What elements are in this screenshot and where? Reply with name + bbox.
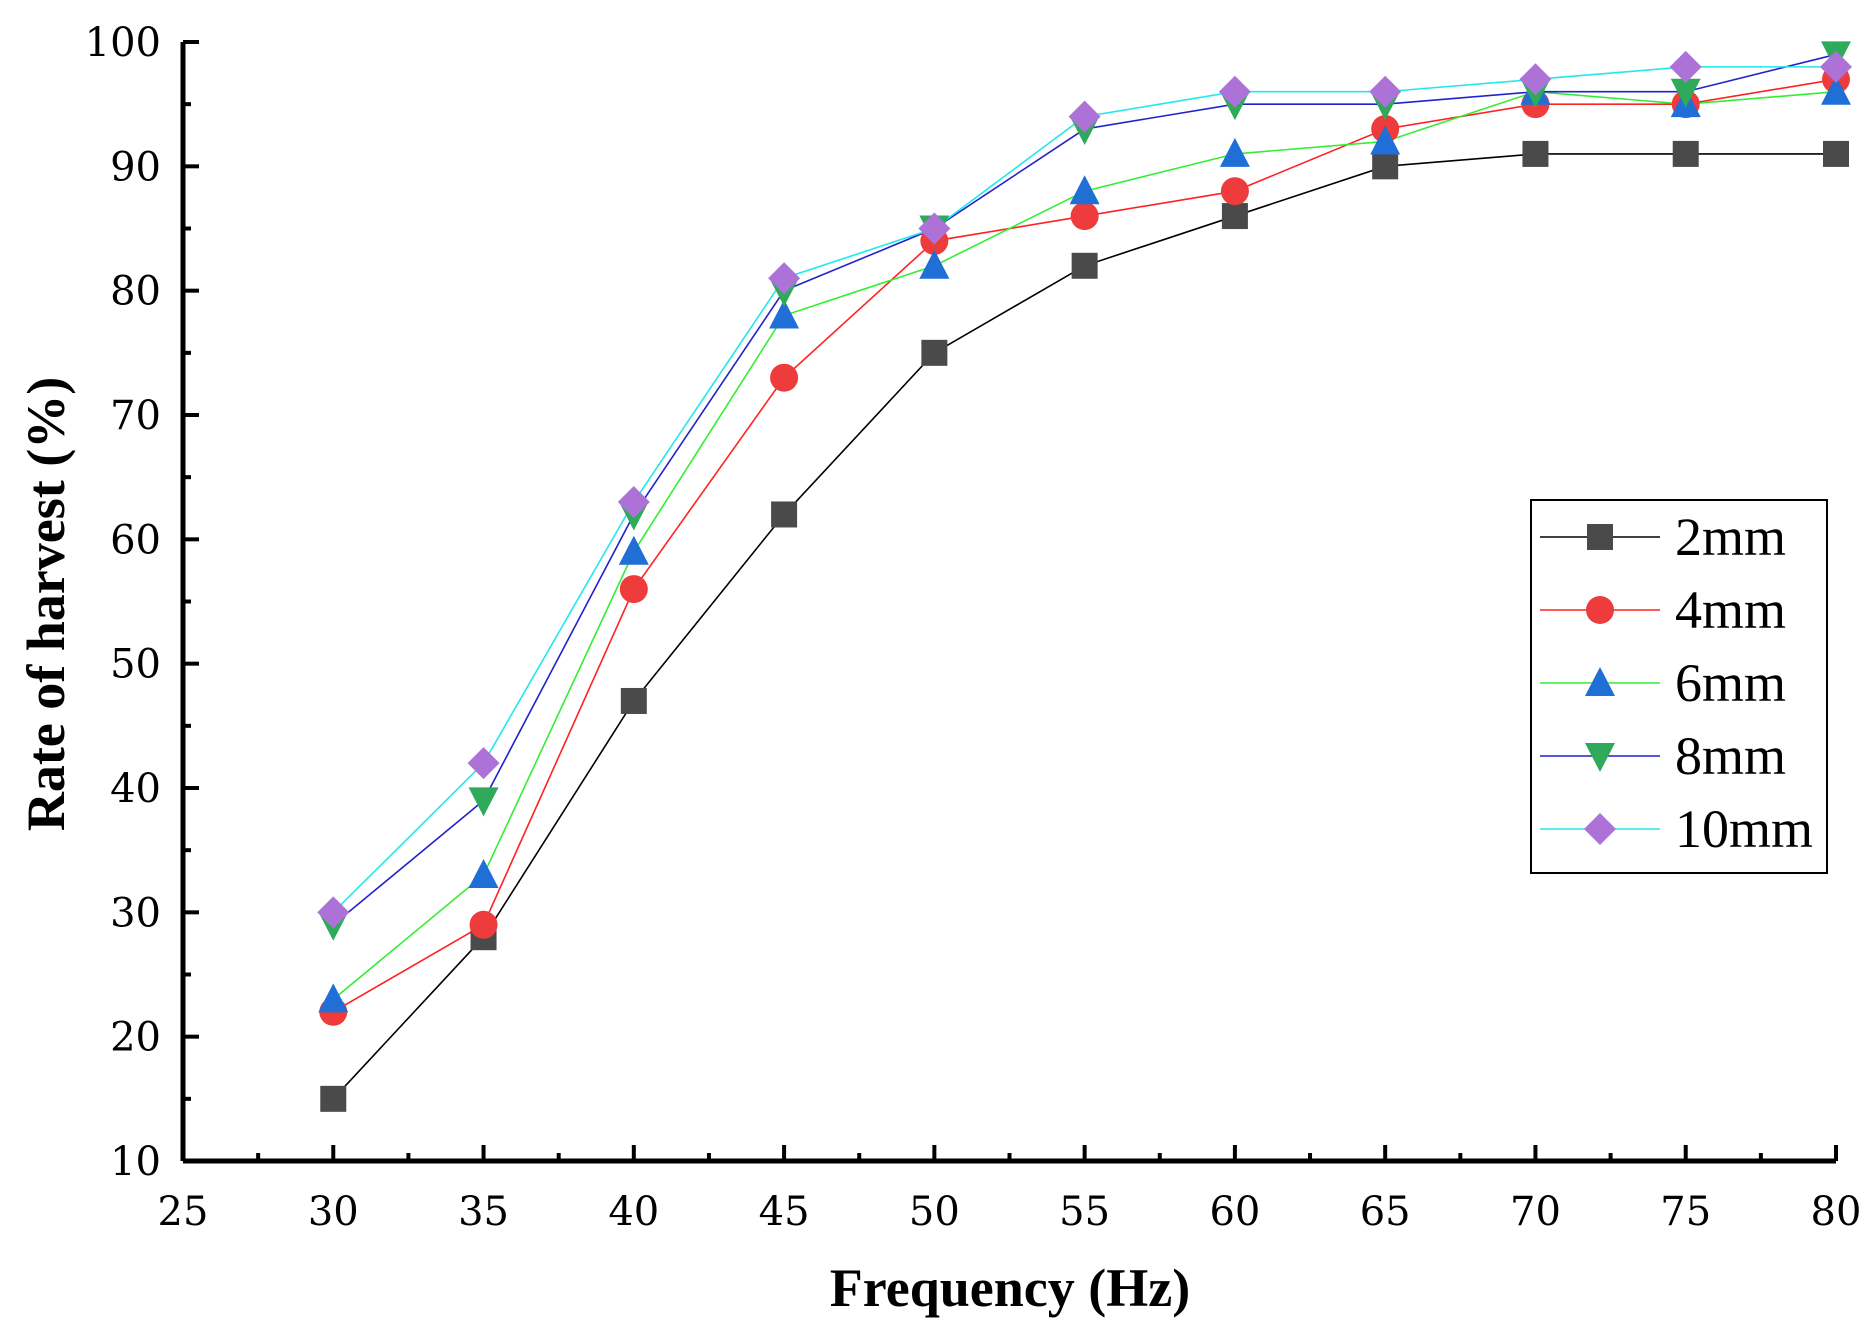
series-markers <box>317 41 1852 1112</box>
data-point-6mm <box>1219 137 1250 167</box>
data-point-2mm <box>1823 140 1849 167</box>
data-point-6mm <box>919 249 950 279</box>
legend-marker-2mm <box>1587 524 1613 550</box>
data-point-6mm <box>468 859 499 889</box>
legend-marker-4mm <box>1586 596 1614 624</box>
y-tick-label: 50 <box>110 642 161 688</box>
legend-marker-6mm <box>1585 667 1615 696</box>
data-point-10mm <box>617 486 650 519</box>
data-point-10mm <box>1519 63 1552 96</box>
data-point-2mm <box>1221 203 1248 230</box>
data-point-4mm <box>619 575 648 604</box>
y-tick-label: 10 <box>110 1139 161 1185</box>
series-markers-10mm <box>317 50 1852 929</box>
x-tick-label: 80 <box>1811 1189 1862 1235</box>
data-point-2mm <box>1672 140 1699 167</box>
data-point-2mm <box>1372 153 1399 180</box>
data-point-2mm <box>921 339 948 366</box>
data-point-10mm <box>1820 50 1852 83</box>
y-axis-title: Rate of harvest (%) <box>16 377 76 831</box>
data-point-6mm <box>318 983 349 1013</box>
x-tick-label: 30 <box>308 1189 359 1235</box>
data-point-2mm <box>1522 140 1549 167</box>
legend-marker-10mm <box>1584 813 1616 845</box>
data-point-2mm <box>320 1085 347 1112</box>
data-point-10mm <box>1068 100 1101 133</box>
data-point-10mm <box>467 747 500 780</box>
legend-label-2mm: 2mm <box>1675 507 1786 567</box>
data-point-10mm <box>317 896 350 929</box>
data-point-10mm <box>1669 50 1702 83</box>
x-tick-label: 35 <box>458 1189 509 1235</box>
data-point-2mm <box>1071 252 1098 279</box>
legend: 2mm 4mm 6mm 8mm 10mm <box>1530 499 1828 874</box>
legend-label-4mm: 4mm <box>1675 580 1786 640</box>
data-point-6mm <box>1821 75 1851 105</box>
legend-marker-8mm <box>1585 743 1615 772</box>
data-point-4mm <box>770 363 799 392</box>
y-tick-label: 40 <box>110 766 161 812</box>
data-point-10mm <box>768 262 801 295</box>
x-tick-label: 70 <box>1510 1189 1561 1235</box>
data-point-4mm <box>1220 177 1249 206</box>
y-tick-label: 80 <box>110 269 161 315</box>
data-point-2mm <box>771 501 798 528</box>
y-tick-label: 20 <box>110 1015 161 1061</box>
x-tick-label: 65 <box>1360 1189 1411 1235</box>
x-tick-label: 25 <box>158 1189 209 1235</box>
x-tick-label: 50 <box>909 1189 960 1235</box>
data-point-6mm <box>1370 125 1401 155</box>
y-tick-label: 100 <box>85 20 161 66</box>
data-point-2mm <box>620 687 647 714</box>
y-tick-label: 30 <box>110 890 161 936</box>
data-point-10mm <box>918 212 951 245</box>
data-point-6mm <box>1069 175 1100 205</box>
data-point-8mm <box>468 787 499 817</box>
y-tick-label: 70 <box>110 393 161 439</box>
x-tick-label: 75 <box>1660 1189 1711 1235</box>
x-tick-label: 55 <box>1059 1189 1110 1235</box>
series-markers-6mm <box>318 75 1851 1013</box>
x-tick-label: 60 <box>1209 1189 1260 1235</box>
axis-ticks: 25 30 35 40 45 50 55 60 65 70 75 80 10 20 30 40 50 60 70 80… <box>85 20 1862 1235</box>
y-tick-label: 90 <box>110 144 161 190</box>
data-point-10mm <box>1369 75 1402 108</box>
data-point-10mm <box>1218 75 1251 108</box>
data-point-4mm <box>1070 202 1099 231</box>
legend-label-8mm: 8mm <box>1675 726 1786 786</box>
x-axis-title: Frequency (Hz) <box>830 1258 1190 1318</box>
data-point-6mm <box>769 299 800 329</box>
data-point-8mm <box>1670 78 1701 108</box>
legend-label-6mm: 6mm <box>1675 653 1786 713</box>
x-tick-label: 40 <box>608 1189 659 1235</box>
data-point-4mm <box>469 910 498 939</box>
x-tick-label: 45 <box>759 1189 810 1235</box>
legend-box <box>1530 499 1828 874</box>
y-tick-label: 60 <box>110 517 161 563</box>
data-point-6mm <box>618 535 649 565</box>
legend-label-10mm: 10mm <box>1675 799 1813 859</box>
